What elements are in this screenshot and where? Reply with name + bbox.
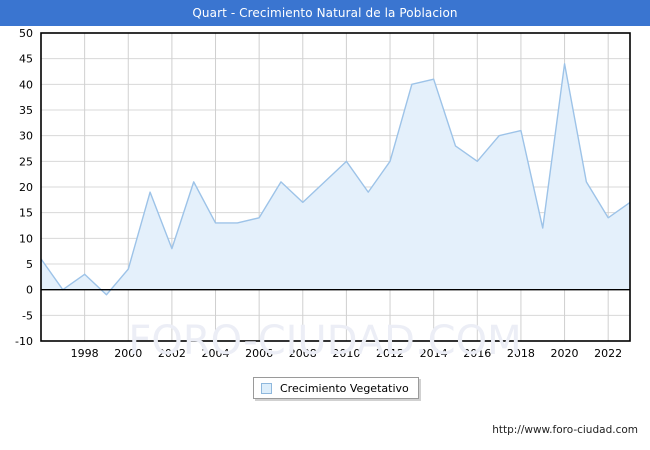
y-axis-tick-label: -5 bbox=[22, 309, 33, 322]
source-url: http://www.foro-ciudad.com bbox=[492, 424, 638, 436]
plot-frame bbox=[40, 32, 631, 342]
area-chart: -10 -5 0 5 10 15 20 25 30 35 40 45 50 1998 2000 2002 200… bbox=[15, 27, 631, 360]
y-axis-tick-label: 25 bbox=[19, 155, 33, 168]
x-axis-tick-label: 1998 bbox=[71, 347, 99, 360]
chart-legend: Crecimiento Vegetativo bbox=[253, 377, 419, 399]
legend-swatch-crecimiento-vegetativo bbox=[261, 382, 272, 394]
series-line-crecimiento-vegetativo bbox=[40, 63, 631, 296]
x-axis-tick-label: 2006 bbox=[245, 347, 273, 360]
y-axis-tick-label: 5 bbox=[26, 258, 33, 271]
y-axis-tick-label: 30 bbox=[19, 130, 33, 143]
y-axis-tick-label: 50 bbox=[19, 27, 33, 40]
y-axis-tick-label: 40 bbox=[19, 78, 33, 91]
x-axis-tick-label: 2012 bbox=[376, 347, 404, 360]
x-axis-tick-label: 2016 bbox=[463, 347, 491, 360]
x-axis-tick-label: 2018 bbox=[507, 347, 535, 360]
page-title: Quart - Crecimiento Natural de la Poblac… bbox=[192, 6, 458, 20]
series-area-crecimiento-vegetativo bbox=[41, 63, 630, 295]
window-title-bar: Quart - Crecimiento Natural de la Poblac… bbox=[0, 0, 650, 26]
y-axis-tick-label: 10 bbox=[19, 232, 33, 245]
x-axis-tick-label: 2020 bbox=[551, 347, 579, 360]
chart-container: -10 -5 0 5 10 15 20 25 30 35 40 45 50 1998 2000 2002 200… bbox=[0, 26, 650, 450]
y-axis-tick-label: 45 bbox=[19, 53, 33, 66]
y-axis-tick-label: 35 bbox=[19, 104, 33, 117]
x-axis-tick-label: 2002 bbox=[158, 347, 186, 360]
y-axis-tick-label: 20 bbox=[19, 181, 33, 194]
x-axis-tick-label: 2022 bbox=[594, 347, 622, 360]
x-axis-tick-label: 2010 bbox=[332, 347, 360, 360]
y-axis-tick-label: 15 bbox=[19, 207, 33, 220]
x-axis-tick-label: 2000 bbox=[114, 347, 142, 360]
x-axis-tick-label: 2008 bbox=[289, 347, 317, 360]
legend-label-crecimiento-vegetativo: Crecimiento Vegetativo bbox=[280, 381, 409, 395]
y-axis-tick-label: 0 bbox=[26, 284, 33, 297]
x-axis-tick-label: 2004 bbox=[202, 347, 230, 360]
x-axis-tick-label: 2014 bbox=[420, 347, 448, 360]
y-axis-tick-label: -10 bbox=[15, 335, 33, 348]
